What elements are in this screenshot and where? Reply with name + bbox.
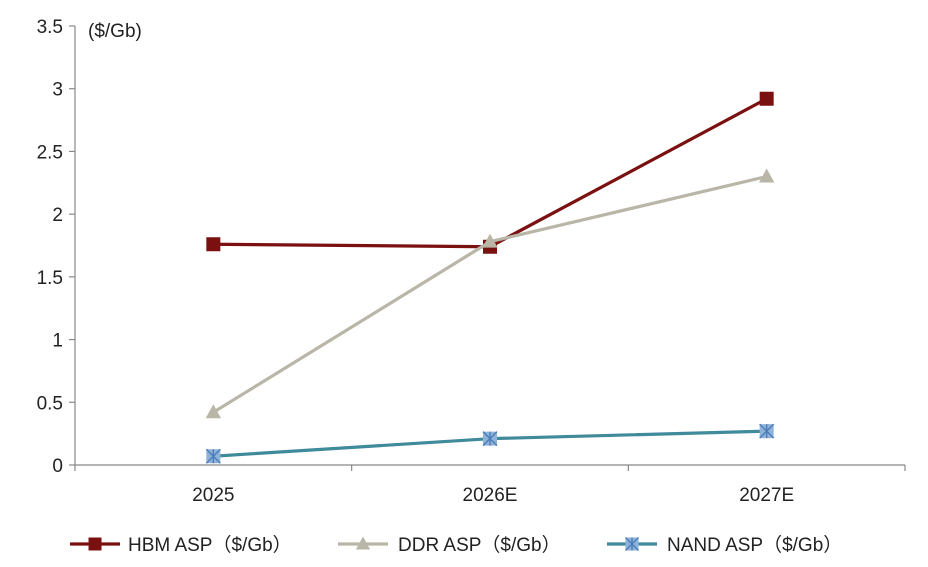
- y-tick-label: 1.5: [37, 268, 63, 289]
- y-tick-label: 2: [52, 205, 63, 226]
- x-tick-label: 2026E: [463, 485, 518, 506]
- data-point-star: [482, 431, 498, 447]
- series-line: [213, 97, 768, 249]
- data-point-star: [205, 448, 221, 464]
- chart-legend: HBM ASP（$/Gb） DDR ASP（$/Gb） NAND ASP（$/Gb）: [70, 534, 842, 556]
- y-tick-label: 2.5: [37, 142, 63, 163]
- legend-label: DDR ASP（$/Gb）: [398, 534, 561, 556]
- data-point: [482, 431, 498, 447]
- legend-item: HBM ASP（$/Gb）: [70, 534, 292, 556]
- data-point: [205, 448, 221, 464]
- data-point: [759, 91, 774, 106]
- x-tick-label: 2025: [192, 485, 234, 506]
- data-point: [355, 536, 371, 550]
- series-line: [212, 174, 768, 414]
- legend-label: HBM ASP（$/Gb）: [128, 534, 292, 556]
- data-point: [759, 423, 775, 439]
- y-tick-label: 1: [52, 331, 63, 352]
- data-point: [482, 233, 498, 248]
- data-point-star: [759, 423, 775, 439]
- y-tick-label: 0: [52, 456, 63, 477]
- chart-series: [205, 91, 775, 464]
- chart-axes: 0 0.5 1 1.5 2 2.5 3 3.5 2025 2026E 2027E: [37, 17, 906, 506]
- series-0: [206, 91, 774, 254]
- y-axis-unit-label: ($/Gb): [88, 21, 142, 42]
- legend-item: NAND ASP（$/Gb）: [607, 534, 842, 556]
- data-point-star: [625, 537, 639, 551]
- data-point: [206, 237, 221, 252]
- data-point: [205, 404, 222, 419]
- legend-label: NAND ASP（$/Gb）: [667, 534, 842, 556]
- x-tick-label: 2027E: [739, 485, 794, 506]
- data-point: [88, 537, 102, 551]
- data-point: [758, 168, 775, 183]
- series-1: [205, 168, 775, 419]
- y-tick-label: 3: [52, 80, 63, 101]
- y-tick-label: 0.5: [37, 393, 63, 414]
- data-point: [625, 537, 639, 551]
- series-2: [205, 423, 775, 464]
- y-tick-label: 3.5: [37, 17, 63, 38]
- legend-item: DDR ASP（$/Gb）: [338, 534, 561, 556]
